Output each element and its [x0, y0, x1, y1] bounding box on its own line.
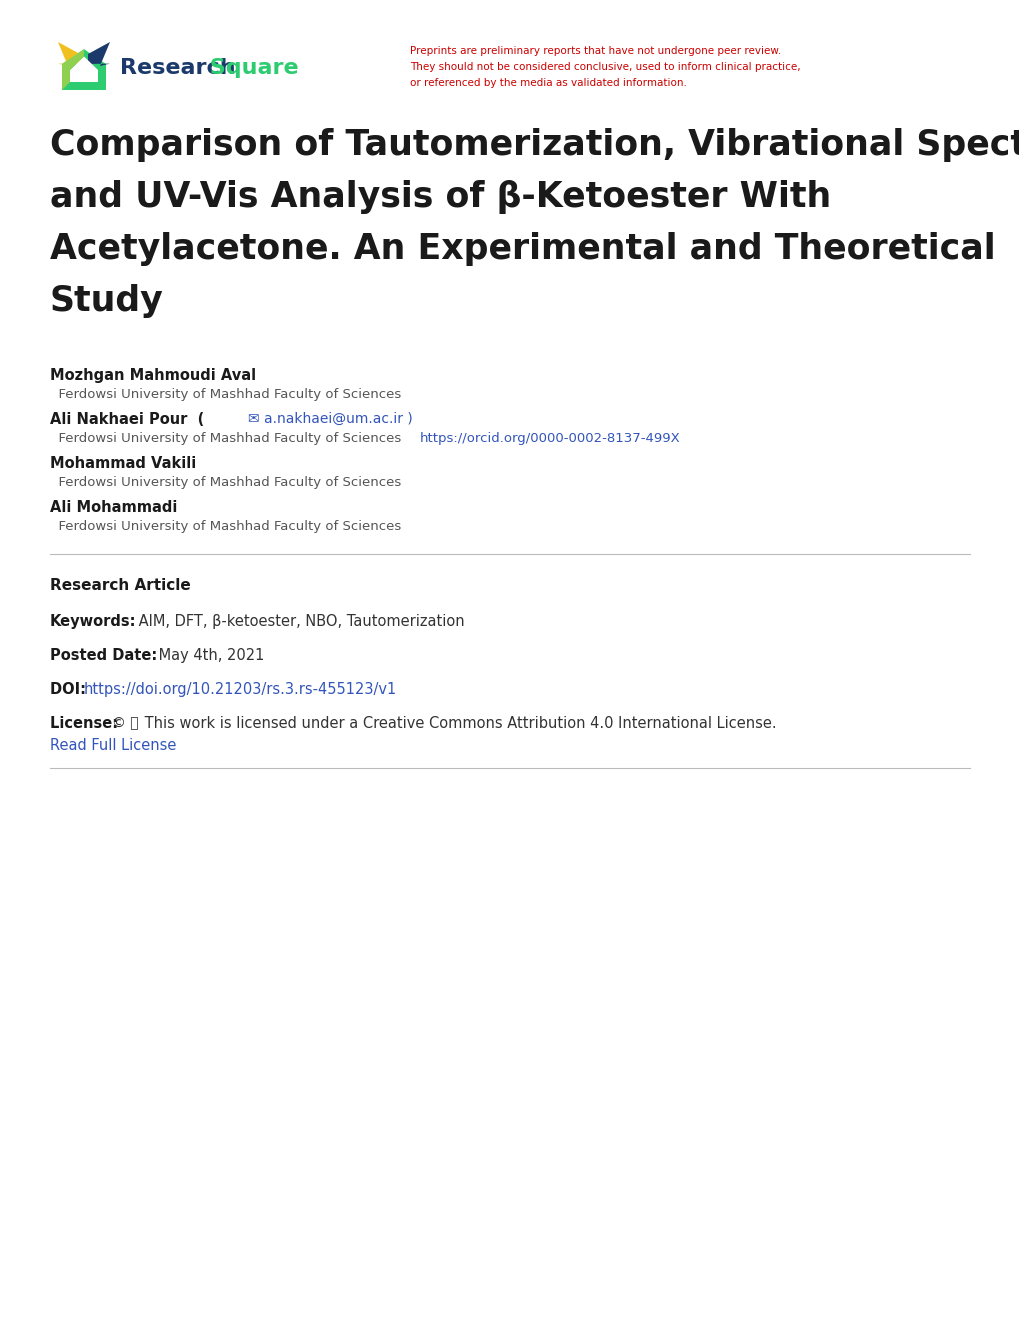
- Text: Mozhgan Mahmoudi Aval: Mozhgan Mahmoudi Aval: [50, 368, 256, 383]
- Text: Ferdowsi University of Mashhad Faculty of Sciences: Ferdowsi University of Mashhad Faculty o…: [50, 477, 400, 488]
- Text: This work is licensed under a Creative Commons Attribution 4.0 International Lic: This work is licensed under a Creative C…: [140, 715, 775, 731]
- Text: Square: Square: [202, 58, 299, 78]
- Polygon shape: [70, 57, 98, 82]
- Text: License:: License:: [50, 715, 123, 731]
- Text: © ⓘ: © ⓘ: [112, 715, 139, 730]
- Text: DOI:: DOI:: [50, 682, 91, 697]
- Text: Keywords:: Keywords:: [50, 614, 137, 630]
- Polygon shape: [62, 49, 84, 90]
- Polygon shape: [58, 42, 79, 66]
- Text: Ali Nakhaei Pour  (: Ali Nakhaei Pour (: [50, 412, 209, 426]
- Text: Mohammad Vakili: Mohammad Vakili: [50, 455, 196, 471]
- Text: Preprints are preliminary reports that have not undergone peer review.: Preprints are preliminary reports that h…: [410, 46, 781, 55]
- Text: Ali Mohammadi: Ali Mohammadi: [50, 500, 177, 515]
- Text: Ferdowsi University of Mashhad Faculty of Sciences: Ferdowsi University of Mashhad Faculty o…: [50, 388, 400, 401]
- Text: Research Article: Research Article: [50, 578, 191, 593]
- Polygon shape: [88, 42, 110, 66]
- Text: AIM, DFT, β-ketoester, NBO, Tautomerization: AIM, DFT, β-ketoester, NBO, Tautomerizat…: [133, 614, 465, 630]
- Text: ✉ a.nakhaei@um.ac.ir ): ✉ a.nakhaei@um.ac.ir ): [248, 412, 413, 426]
- Text: https://orcid.org/0000-0002-8137-499X: https://orcid.org/0000-0002-8137-499X: [420, 432, 680, 445]
- Text: Comparison of Tautomerization, Vibrational Spectra: Comparison of Tautomerization, Vibration…: [50, 128, 1019, 162]
- Text: or referenced by the media as validated information.: or referenced by the media as validated …: [410, 78, 686, 88]
- Text: Research: Research: [120, 58, 235, 78]
- Text: Ferdowsi University of Mashhad Faculty of Sciences: Ferdowsi University of Mashhad Faculty o…: [50, 432, 400, 445]
- Text: Ferdowsi University of Mashhad Faculty of Sciences: Ferdowsi University of Mashhad Faculty o…: [50, 520, 400, 533]
- Text: May 4th, 2021: May 4th, 2021: [154, 648, 264, 663]
- Text: Posted Date:: Posted Date:: [50, 648, 157, 663]
- Text: Read Full License: Read Full License: [50, 738, 176, 752]
- Text: They should not be considered conclusive, used to inform clinical practice,: They should not be considered conclusive…: [410, 62, 800, 73]
- Text: https://doi.org/10.21203/rs.3.rs-455123/v1: https://doi.org/10.21203/rs.3.rs-455123/…: [84, 682, 396, 697]
- Text: and UV-Vis Analysis of β-Ketoester With: and UV-Vis Analysis of β-Ketoester With: [50, 180, 830, 214]
- Text: Study: Study: [50, 284, 164, 318]
- Polygon shape: [62, 49, 106, 90]
- Text: Acetylacetone. An Experimental and Theoretical: Acetylacetone. An Experimental and Theor…: [50, 232, 995, 267]
